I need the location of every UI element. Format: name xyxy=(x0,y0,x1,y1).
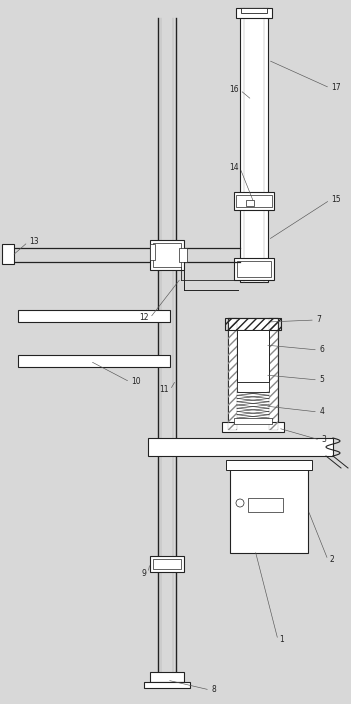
Bar xyxy=(237,330,269,382)
Bar xyxy=(228,318,278,430)
Bar xyxy=(236,8,272,18)
Text: 2: 2 xyxy=(330,555,334,565)
Text: 4: 4 xyxy=(319,408,324,417)
Text: 11: 11 xyxy=(159,386,168,394)
Text: 8: 8 xyxy=(212,686,216,695)
Bar xyxy=(248,498,283,512)
Bar xyxy=(18,310,170,322)
Bar xyxy=(18,355,170,367)
Text: 7: 7 xyxy=(317,315,322,325)
Bar xyxy=(230,468,308,553)
Bar xyxy=(228,318,237,430)
Bar xyxy=(2,244,14,264)
Text: 17: 17 xyxy=(331,84,341,92)
Bar xyxy=(237,382,269,392)
Text: 9: 9 xyxy=(141,569,146,577)
Bar xyxy=(234,192,274,210)
Bar xyxy=(222,422,284,432)
Bar xyxy=(240,8,268,282)
Text: 10: 10 xyxy=(132,377,141,386)
Bar xyxy=(150,556,184,572)
Text: 13: 13 xyxy=(29,237,39,246)
Bar xyxy=(236,195,272,207)
Bar xyxy=(148,438,333,456)
Bar xyxy=(150,240,184,270)
Bar xyxy=(153,243,181,267)
Bar xyxy=(150,244,155,260)
Bar xyxy=(150,672,184,682)
Bar xyxy=(179,248,187,262)
Text: 5: 5 xyxy=(319,375,324,384)
Bar xyxy=(269,318,278,430)
Bar xyxy=(234,258,274,280)
Text: 15: 15 xyxy=(331,196,341,204)
Bar xyxy=(225,318,281,330)
Text: 16: 16 xyxy=(229,85,238,94)
Text: 6: 6 xyxy=(319,346,324,355)
Circle shape xyxy=(236,499,244,507)
Text: 3: 3 xyxy=(322,436,326,444)
Text: 1: 1 xyxy=(279,636,284,644)
Bar xyxy=(144,682,190,688)
Bar xyxy=(241,8,267,13)
Bar xyxy=(237,261,271,277)
Text: 12: 12 xyxy=(139,313,148,322)
Bar xyxy=(234,418,272,424)
Bar xyxy=(246,200,254,206)
Text: 14: 14 xyxy=(229,163,238,172)
Bar xyxy=(226,460,312,470)
Bar xyxy=(153,559,181,569)
